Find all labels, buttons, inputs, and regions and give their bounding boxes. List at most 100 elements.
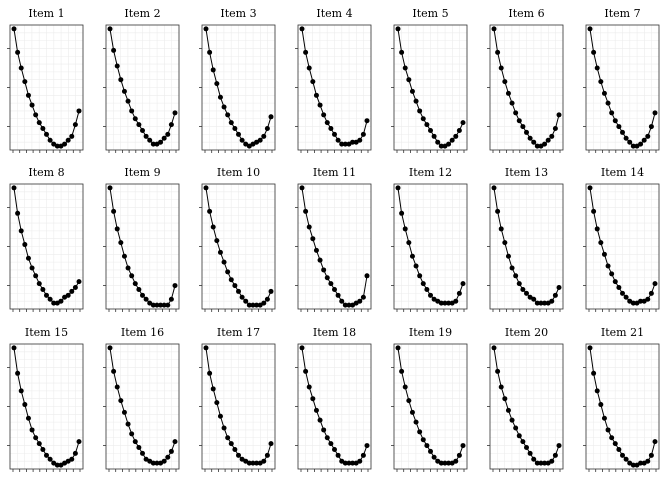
data-point: [232, 126, 238, 132]
data-point: [417, 273, 423, 279]
data-point: [236, 452, 241, 458]
data-point: [520, 439, 526, 445]
data-point: [531, 296, 537, 302]
data-point: [424, 122, 430, 128]
data-point: [246, 460, 252, 466]
data-point: [225, 112, 231, 118]
data-point: [264, 452, 270, 458]
panel-item-16: Item 16: [103, 326, 180, 472]
data-point: [591, 49, 597, 55]
data-point: [364, 273, 370, 279]
data-point: [136, 286, 142, 292]
panel-title: Item 12: [409, 166, 452, 179]
data-point: [147, 137, 153, 143]
data-point: [513, 110, 519, 116]
data-point: [549, 458, 555, 464]
data-point: [556, 112, 562, 118]
data-point: [15, 210, 21, 216]
data-point: [556, 285, 562, 291]
data-point: [210, 67, 216, 73]
data-point: [136, 122, 142, 128]
grid: [393, 24, 468, 151]
panel-title: Item 8: [28, 166, 64, 179]
data-point: [491, 345, 497, 351]
data-point: [594, 388, 600, 394]
data-point: [210, 224, 216, 230]
data-point: [542, 460, 548, 466]
data-point: [15, 370, 21, 376]
data-point: [168, 296, 174, 302]
data-point: [453, 133, 459, 139]
data-point: [299, 185, 305, 191]
panel-item-5: Item 5: [391, 7, 468, 153]
data-point: [303, 208, 309, 214]
panel-title: Item 4: [316, 7, 352, 20]
data-point: [150, 141, 156, 147]
panel-item-9: Item 9: [103, 166, 180, 312]
data-point: [587, 26, 593, 32]
data-point: [250, 460, 256, 466]
data-point: [328, 441, 334, 447]
data-point: [498, 65, 504, 71]
data-point: [630, 462, 636, 468]
data-point: [402, 384, 408, 390]
grid: [393, 183, 468, 310]
data-point: [498, 384, 504, 390]
data-point: [107, 345, 113, 351]
data-point: [72, 122, 78, 128]
data-point: [552, 452, 558, 458]
data-point: [531, 456, 537, 462]
data-point: [339, 141, 345, 147]
data-point: [638, 298, 644, 304]
data-point: [254, 302, 260, 308]
data-point: [638, 141, 644, 147]
data-point: [214, 238, 220, 244]
data-point: [431, 454, 437, 460]
data-point: [44, 292, 49, 298]
data-point: [542, 300, 548, 306]
data-point: [217, 413, 223, 419]
data-point: [616, 285, 622, 291]
data-point: [598, 402, 604, 408]
data-point: [303, 49, 309, 55]
data-point: [360, 452, 366, 458]
data-point: [118, 398, 124, 404]
data-point: [328, 281, 334, 287]
data-point: [232, 446, 238, 452]
data-point: [495, 49, 501, 55]
panel-item-1: Item 1: [7, 7, 84, 153]
data-point: [143, 133, 149, 139]
data-point: [339, 298, 345, 304]
data-point: [620, 452, 625, 458]
data-point: [438, 300, 444, 306]
data-point: [442, 300, 448, 306]
data-point: [121, 88, 127, 94]
data-point: [22, 402, 28, 408]
data-point: [150, 460, 156, 466]
panel-title: Item 2: [124, 7, 160, 20]
data-point: [612, 279, 618, 285]
panel-item-4: Item 4: [295, 7, 372, 153]
grid: [9, 343, 84, 470]
panel-title: Item 1: [28, 7, 64, 20]
data-point: [317, 102, 323, 108]
data-point: [648, 124, 654, 130]
panel-title: Item 15: [25, 326, 68, 339]
data-point: [332, 131, 337, 137]
data-point: [40, 126, 46, 132]
grid: [297, 343, 372, 470]
data-point: [214, 81, 220, 87]
data-point: [601, 90, 607, 96]
data-point: [531, 139, 537, 145]
data-point: [545, 137, 551, 143]
data-point: [648, 290, 654, 296]
data-point: [299, 26, 305, 32]
data-point: [601, 415, 607, 421]
data-point: [491, 185, 497, 191]
data-point: [342, 302, 348, 308]
data-point: [420, 116, 426, 122]
data-point: [40, 286, 46, 292]
data-point: [129, 108, 135, 114]
data-point: [456, 452, 462, 458]
data-point: [399, 210, 405, 216]
